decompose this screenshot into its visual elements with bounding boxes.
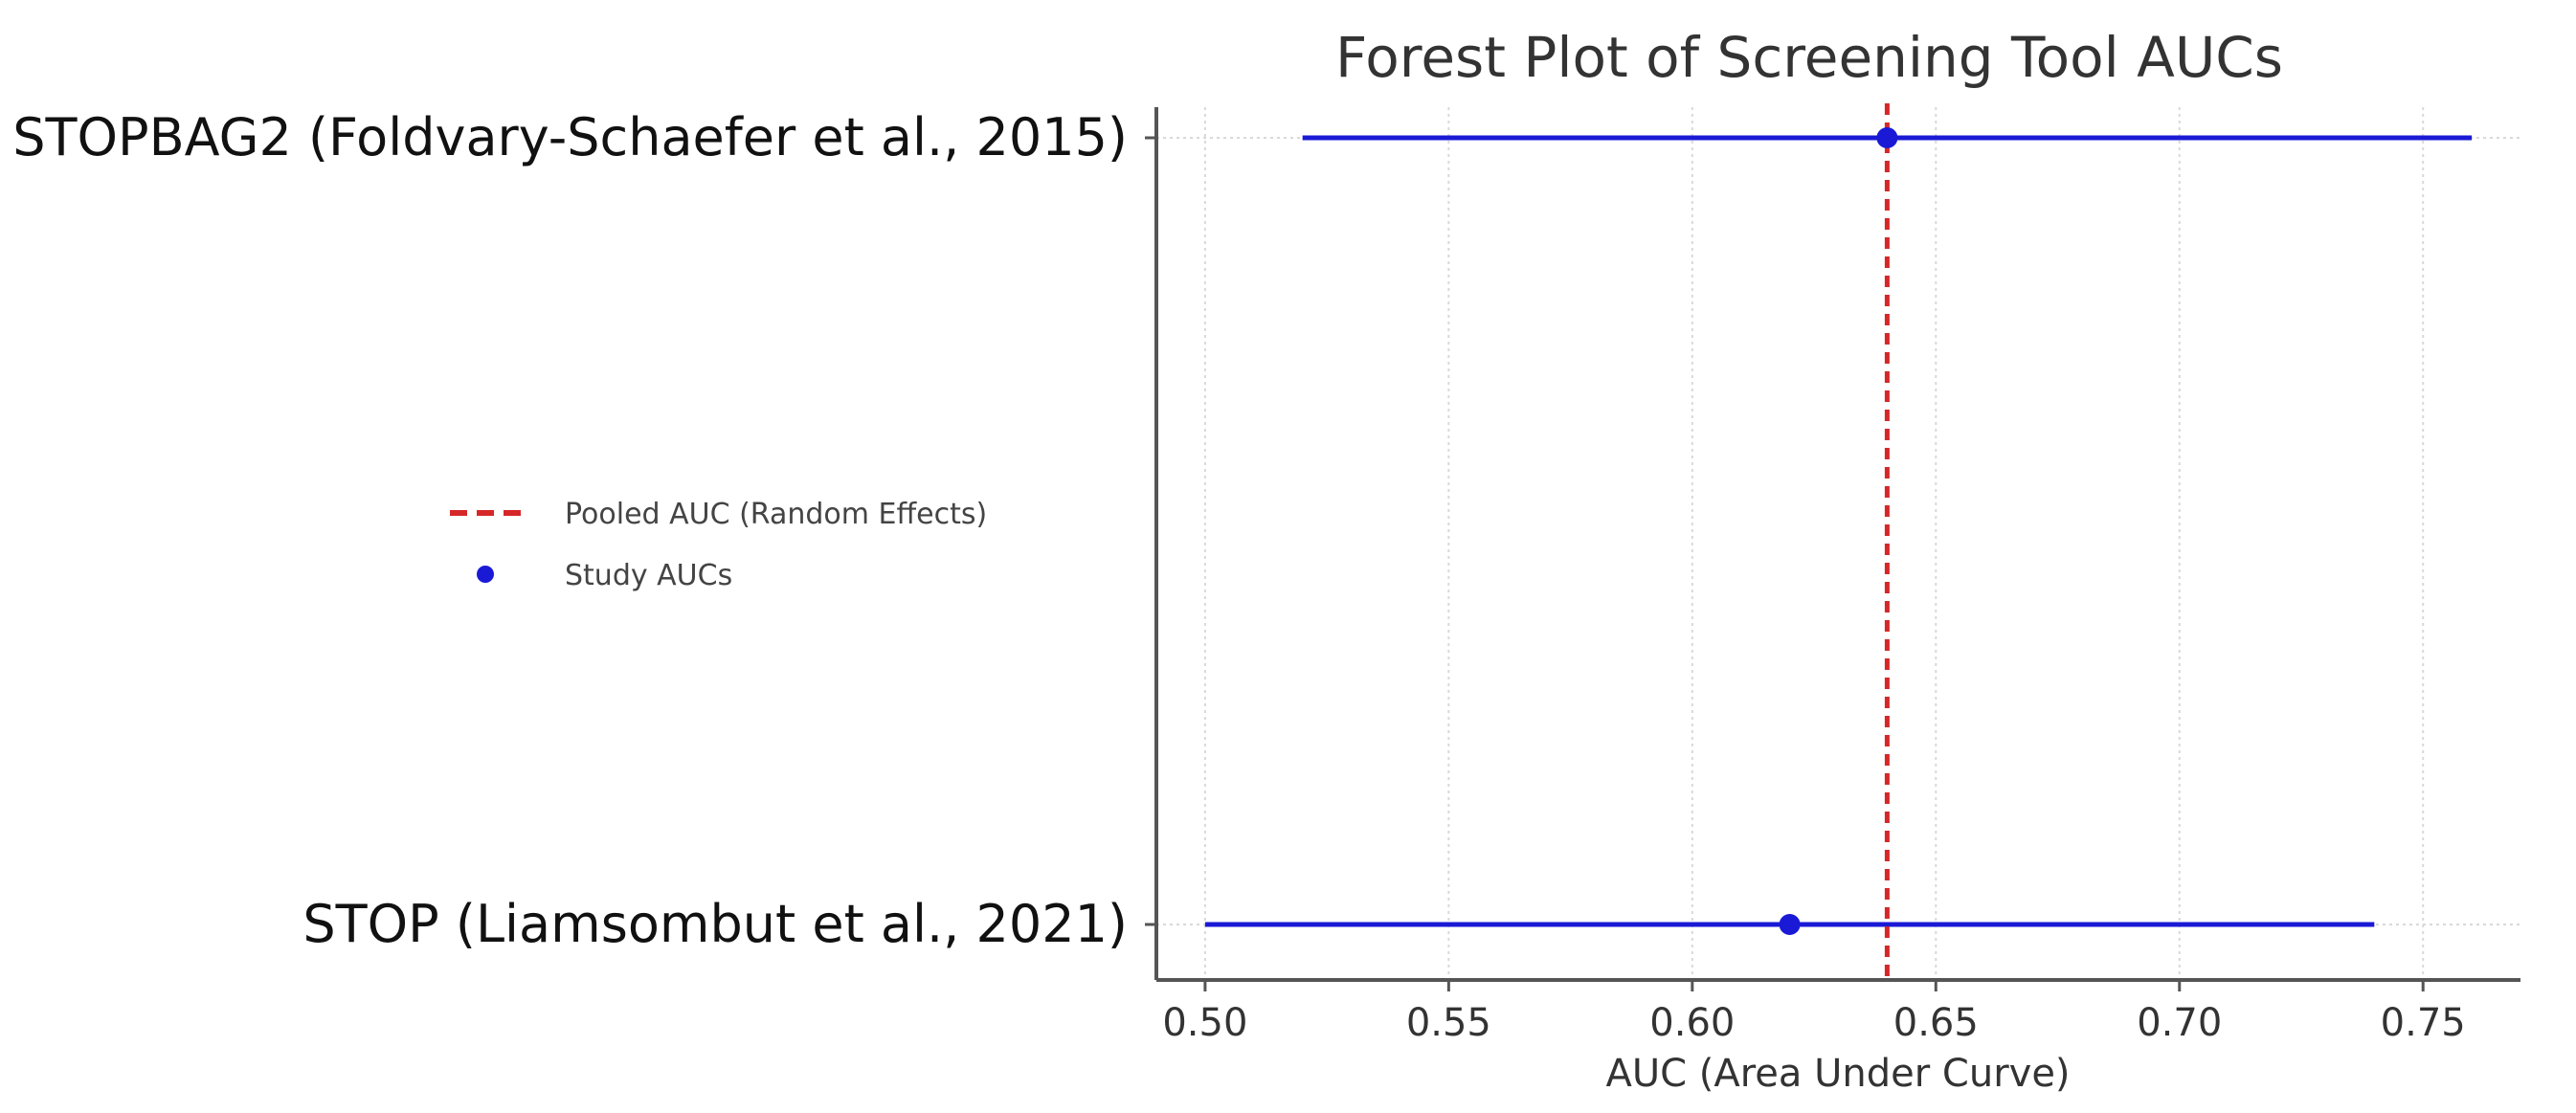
x-tick-label: 0.50 (1162, 1001, 1247, 1045)
x-tick-label: 0.70 (2137, 1001, 2222, 1045)
legend-marker-swatch (477, 566, 494, 583)
legend-entry-label: Study AUCs (565, 559, 732, 592)
plot-axes (1154, 107, 2520, 982)
grid-lines (1156, 107, 2520, 980)
legend: Pooled AUC (Random Effects) Study AUCs (450, 498, 987, 592)
legend-entry-label: Pooled AUC (Random Effects) (565, 498, 987, 531)
x-tick-label: 0.60 (1649, 1001, 1735, 1045)
x-axis-ticks: 0.50 0.55 0.60 0.65 0.70 0.75 (1162, 980, 2466, 1045)
x-axis-label: AUC (Area Under Curve) (1605, 1052, 2070, 1096)
y-axis-categories: STOPBAG2 (Foldvary-Schaefer et al., 2015… (12, 107, 1156, 954)
x-tick-label: 0.65 (1893, 1001, 1979, 1045)
x-tick-label: 0.55 (1406, 1001, 1491, 1045)
confidence-intervals (1204, 135, 2473, 927)
study-auc-point (1779, 914, 1801, 935)
study-auc-point (1876, 127, 1898, 148)
study-points (1779, 127, 1898, 935)
chart-title: Forest Plot of Screening Tool AUCs (1335, 25, 2283, 90)
x-tick-label: 0.75 (2381, 1001, 2466, 1045)
y-category-label: STOP (Liamsombut et al., 2021) (302, 894, 1128, 954)
y-category-label: STOPBAG2 (Foldvary-Schaefer et al., 2015… (12, 107, 1128, 167)
